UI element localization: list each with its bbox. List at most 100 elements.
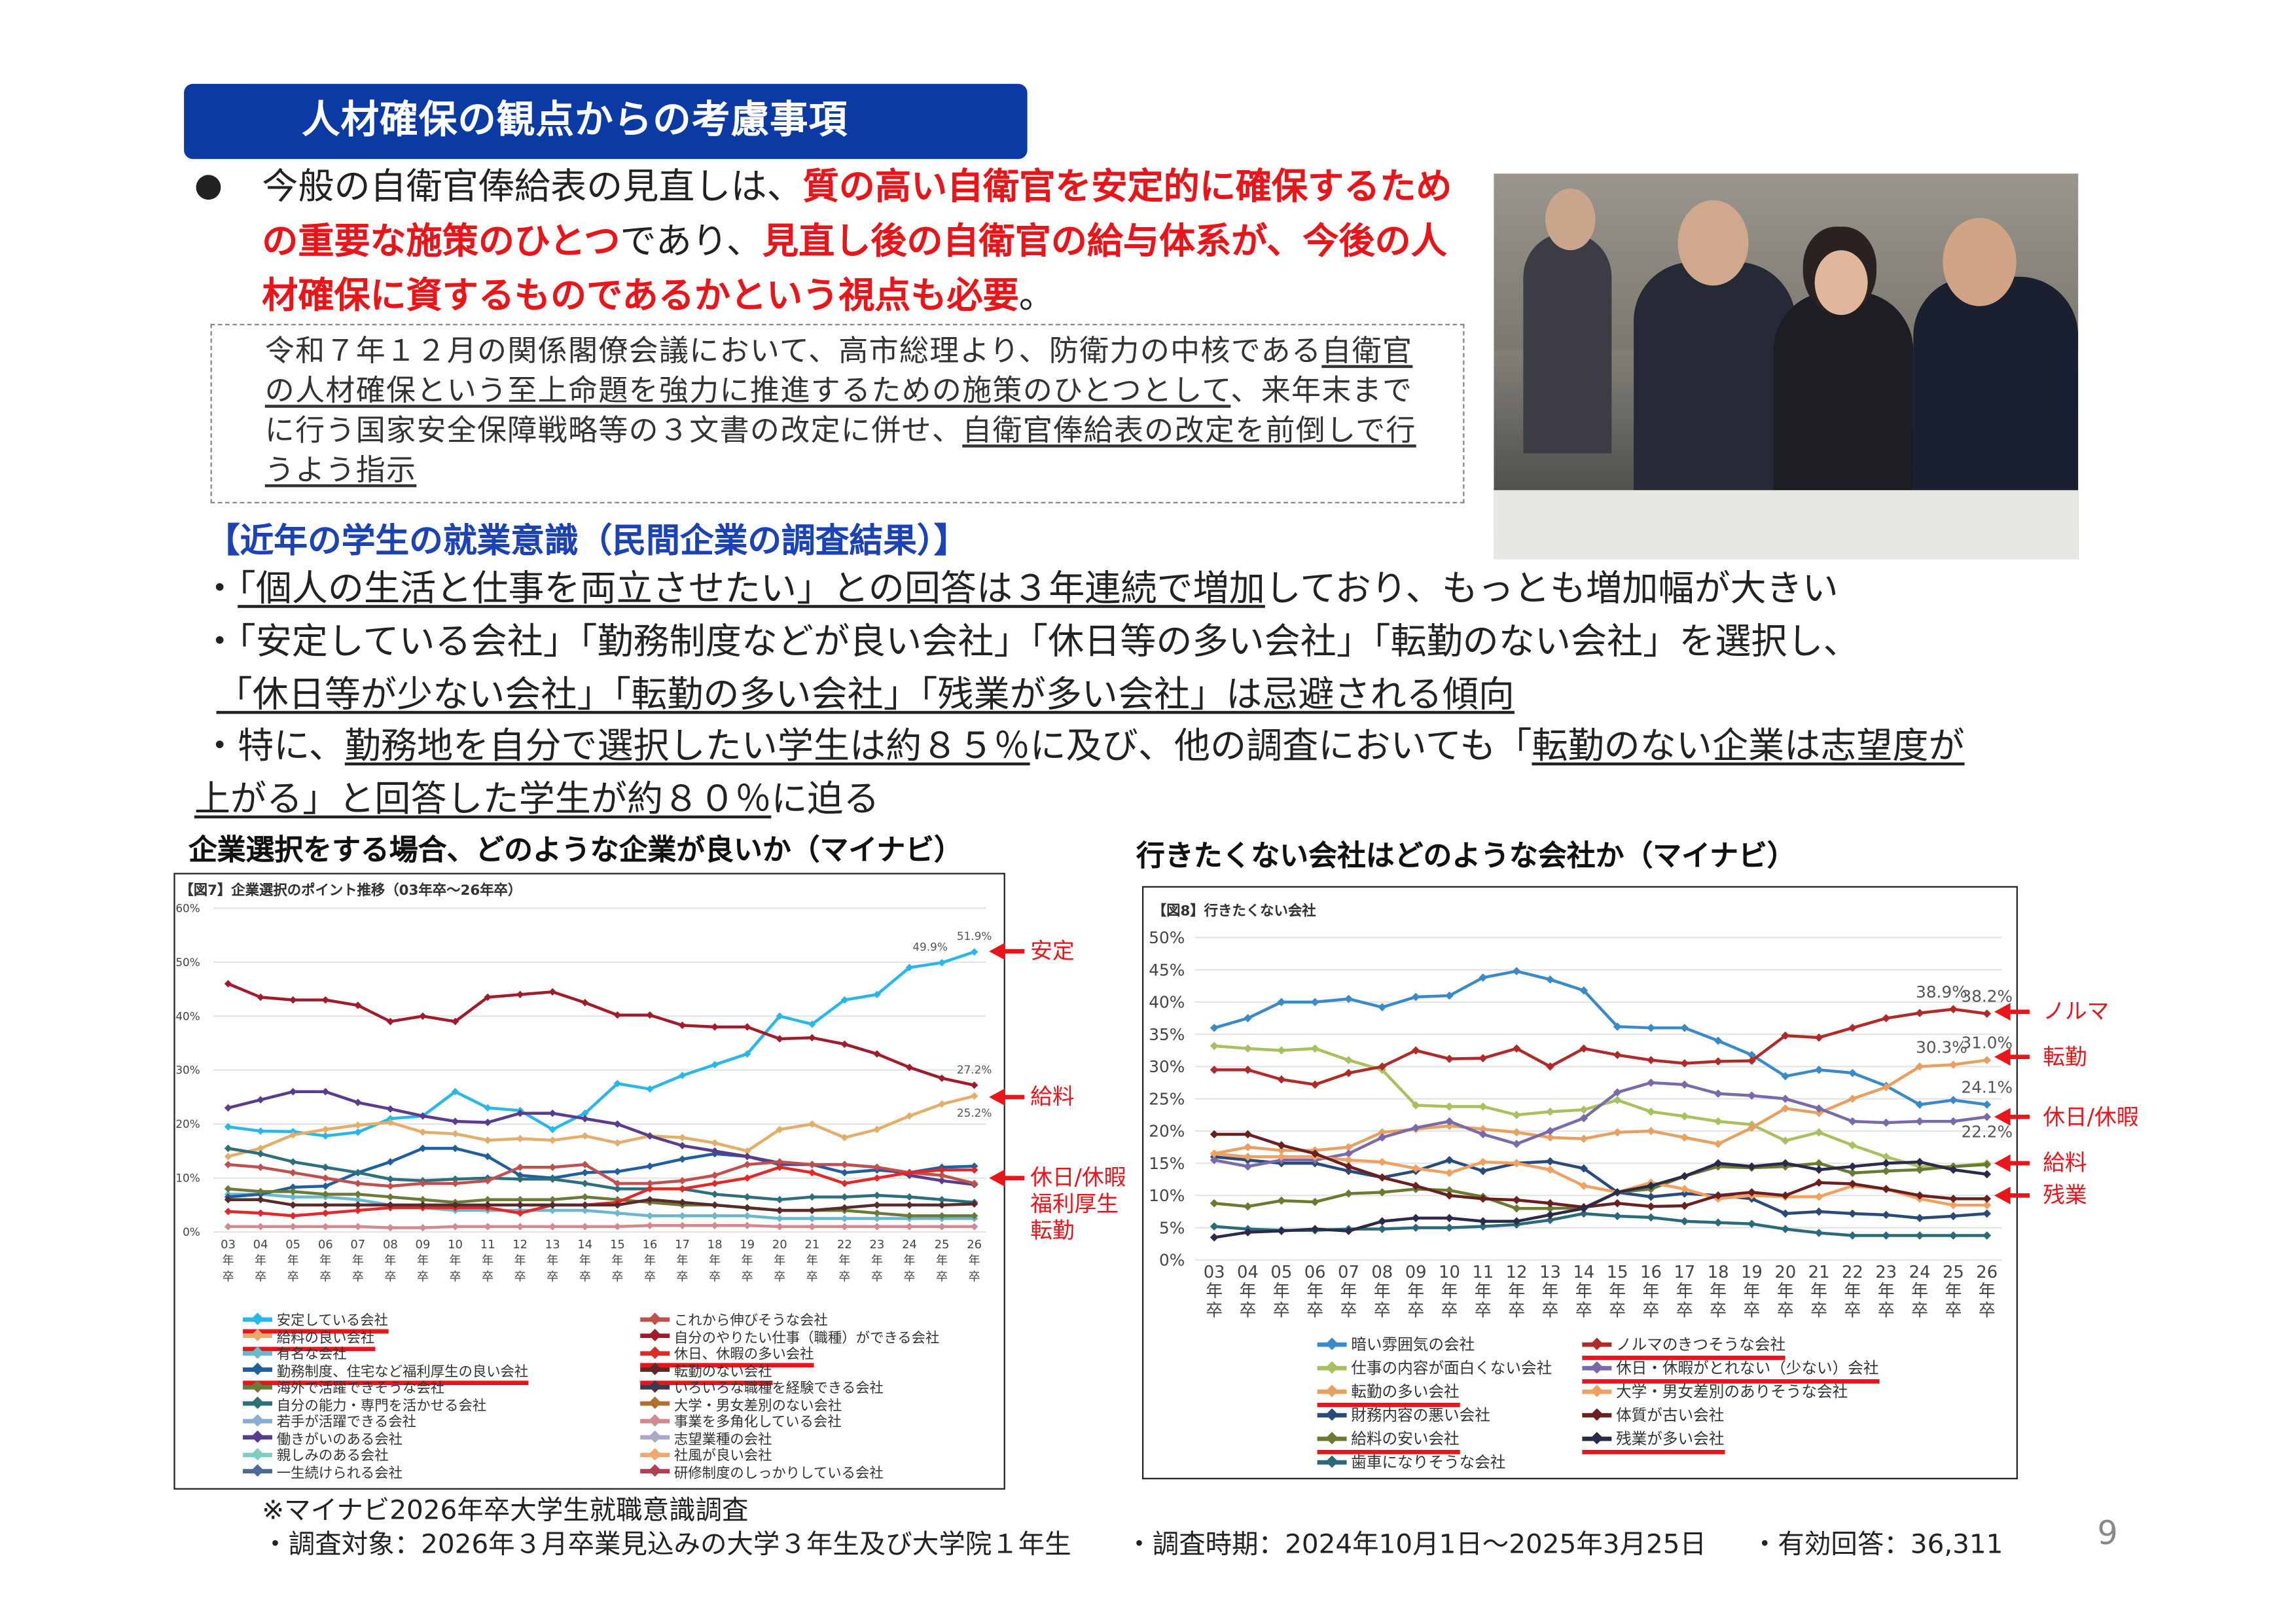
x-tick-suffix: 年 [1609,1282,1626,1301]
data-point [1713,1140,1723,1148]
data-point [1748,1162,1756,1171]
data-point [321,1088,329,1096]
legend-item: 暗い雰囲気の会社 [1317,1333,1475,1356]
x-tick-suffix: 卒 [1475,1301,1492,1320]
x-tick-label: 09 [1405,1263,1427,1282]
data-point [1680,1133,1689,1142]
data-point [1479,1054,1488,1062]
legend-label: 有名な会社 [276,1346,347,1363]
legend-label: 残業が多い会社 [1616,1430,1725,1449]
legend-swatch [640,1312,670,1325]
data-point [516,1209,524,1218]
x-tick-label: 04 [1237,1263,1259,1282]
value-label: 31.0% [1961,1034,2013,1053]
data-point [873,1174,881,1182]
data-point [1680,1023,1689,1032]
x-tick-suffix: 年 [1710,1282,1727,1301]
legend-item: 有名な会社 [243,1343,347,1363]
data-point [970,1162,978,1170]
x-tick-suffix: 年 [1374,1282,1391,1301]
data-point [1445,1168,1454,1178]
data-point [970,1223,978,1231]
x-tick-label: 22 [837,1238,852,1252]
data-point [613,1120,622,1128]
value-label: 38.9% [1916,983,1967,1001]
text-segment: 。 [1018,274,1055,317]
x-tick-suffix: 年 [450,1254,461,1268]
data-point [711,1139,719,1147]
data-point [1512,1140,1521,1148]
annotation-line: 転勤 [2043,1043,2087,1070]
bullet-line: 上がる」と回答した学生が約８０％に迫る [194,773,880,826]
data-point [970,1212,978,1220]
data-point [1479,1166,1488,1176]
data-point [840,1161,849,1168]
data-point [1378,1003,1387,1012]
data-point [224,1104,232,1112]
x-tick-label: 24 [902,1238,917,1252]
data-point [1713,1089,1723,1098]
annotation-label: 転勤 [2043,1043,2087,1070]
data-point [419,1180,427,1187]
x-tick-label: 11 [1472,1263,1494,1282]
legend-label: 大学・男女差別のない会社 [673,1398,842,1414]
data-point [678,1185,687,1193]
data-point [289,1168,297,1177]
bullet-line: ・「個人の生活と仕事を両立させたい」との回答は３年連続で増加しており、もっとも増… [202,562,1839,615]
annotation-label: 給料 [2043,1150,2087,1176]
legend-label: 大学・男女差別のありそうな会社 [1616,1383,1848,1401]
data-point [257,1149,264,1158]
x-tick-label: 17 [675,1238,690,1252]
data-point [1546,1157,1554,1166]
series-1 [224,1092,978,1161]
data-point [548,988,556,996]
legend-item: 社風が良い会社 [640,1444,772,1464]
data-point [1512,1044,1521,1053]
data-point [1647,1127,1655,1136]
x-tick-suffix: 卒 [1744,1301,1761,1320]
x-tick-suffix: 年 [1475,1282,1492,1301]
series-line [228,1094,975,1158]
x-tick-suffix: 卒 [1979,1301,1996,1320]
data-point [224,980,232,988]
x-tick-label: 18 [708,1238,723,1252]
data-point [1579,1044,1588,1053]
x-tick-suffix: 卒 [287,1270,299,1284]
legend-label: 給料の安い会社 [1351,1430,1460,1449]
data-point [386,1105,395,1113]
data-point [1479,1222,1488,1231]
x-tick-suffix: 年 [1810,1282,1827,1301]
data-point [970,1166,978,1174]
x-tick-suffix: 年 [677,1254,689,1268]
legend-label: 海外で活躍できそうな会社 [276,1380,445,1398]
data-point [1310,1080,1319,1089]
data-point [1411,1123,1420,1132]
data-point [776,1206,783,1214]
data-point [776,1195,783,1204]
x-tick-suffix: 年 [871,1254,883,1268]
x-tick-suffix: 卒 [1508,1301,1525,1320]
data-point [646,1221,654,1229]
data-point [678,1021,687,1030]
data-point [321,1190,329,1199]
data-point [386,1175,395,1183]
series-line [1213,1152,1987,1207]
chart-title-right: 行きたくない会社はどのような会社か（マイナビ） [1136,839,1796,873]
data-point [1814,1033,1823,1042]
data-point [1781,1094,1790,1104]
x-tick-suffix: 卒 [969,1270,980,1284]
data-point [743,1212,751,1220]
data-point [1579,1106,1588,1114]
data-point [711,1023,719,1031]
x-tick-suffix: 年 [1542,1282,1559,1301]
value-label: 30.3% [1916,1038,1967,1056]
data-point [1680,1080,1689,1089]
legend-swatch [1317,1408,1347,1421]
data-point [516,1201,524,1209]
x-tick-suffix: 年 [1878,1282,1895,1301]
x-tick-suffix: 年 [936,1254,948,1268]
x-tick-suffix: 卒 [319,1270,331,1284]
data-point [743,1193,751,1201]
data-point [646,1132,654,1140]
data-point [808,1214,816,1223]
